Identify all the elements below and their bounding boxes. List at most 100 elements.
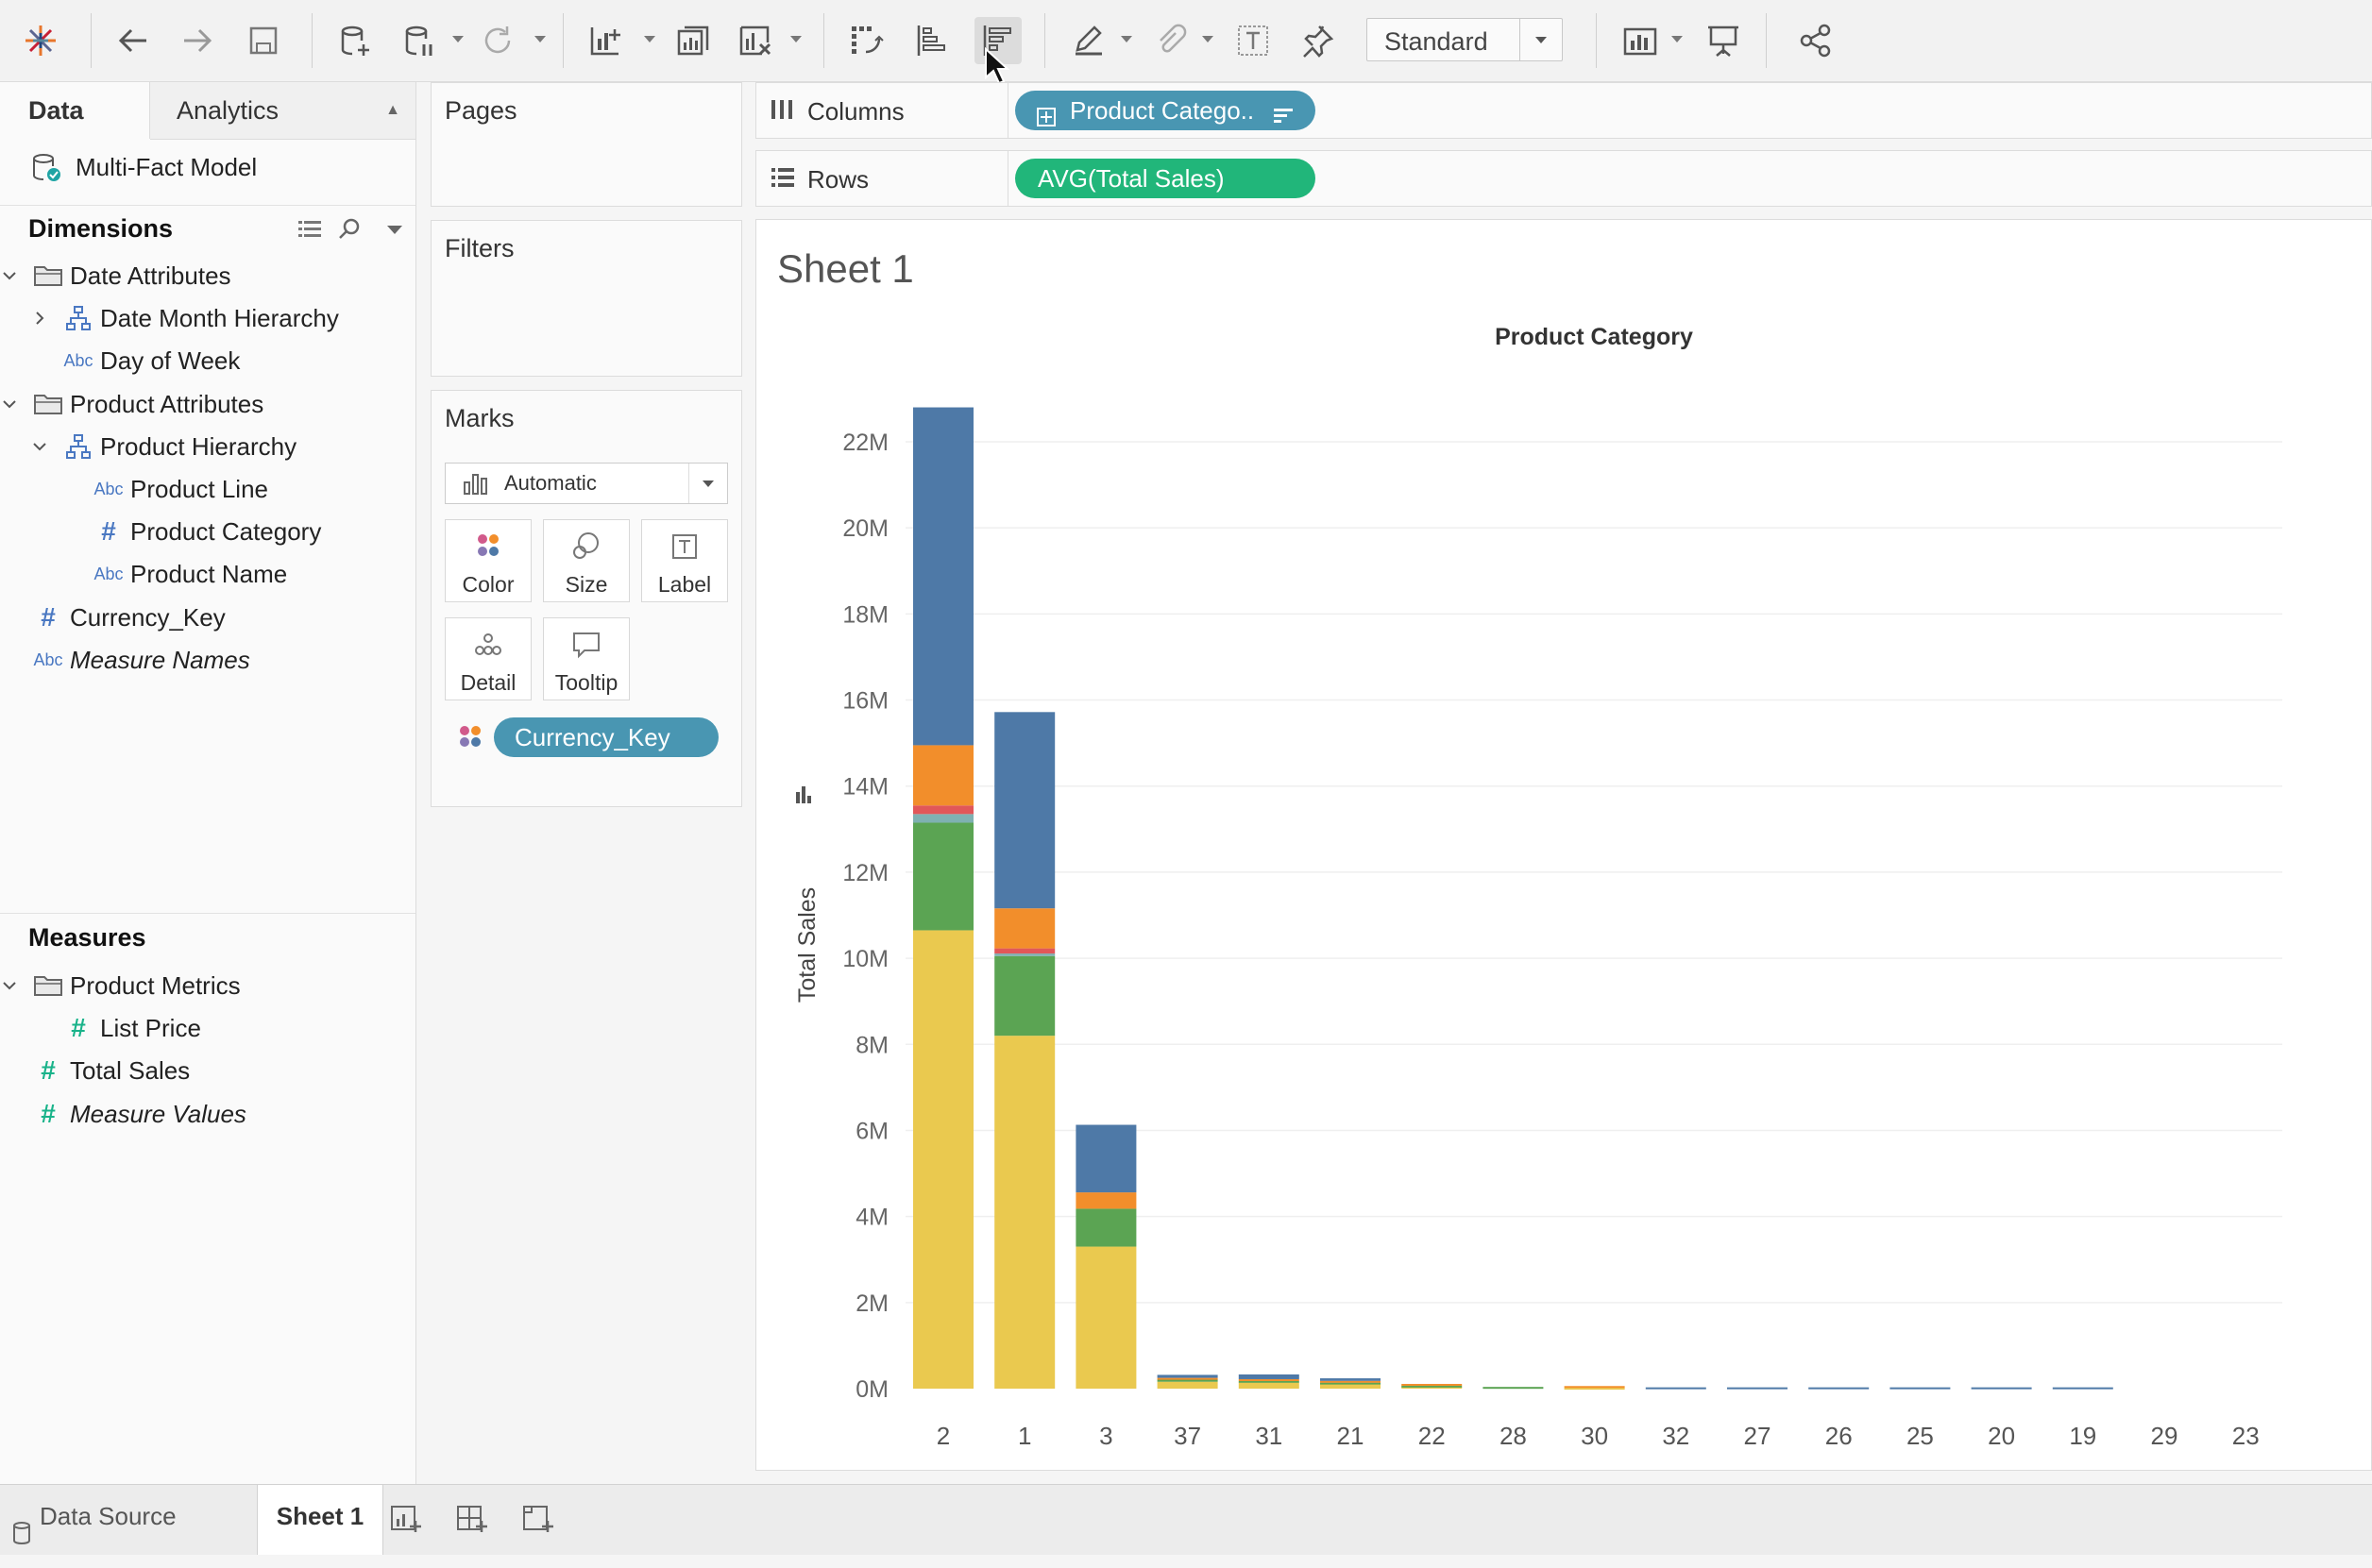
avg-total-sales-pill-label: AVG(Total Sales) (1038, 164, 1225, 193)
field-currency-key[interactable]: # Currency_Key (0, 598, 415, 637)
pin-icon[interactable] (1294, 17, 1341, 64)
field-list-price[interactable]: # List Price (0, 1008, 415, 1048)
currency-key-pill[interactable]: Currency_Key (494, 717, 719, 757)
dimensions-title: Dimensions (28, 214, 174, 243)
redo-icon[interactable] (174, 17, 221, 64)
y-tick-label: 14M (842, 774, 889, 801)
y-tick-label: 10M (842, 946, 889, 972)
x-tick-label: 2 (937, 1422, 950, 1450)
field-total-sales[interactable]: # Total Sales (0, 1051, 415, 1090)
bar-segment (994, 1036, 1056, 1389)
new-datasource-icon[interactable] (330, 17, 378, 64)
bar-segment (1482, 1387, 1544, 1390)
marks-size-button[interactable]: Size (543, 519, 630, 602)
chevron-down-icon[interactable] (0, 256, 19, 295)
bar-segment (994, 948, 1056, 954)
x-tick-label: 37 (1174, 1422, 1201, 1450)
field-measure-names[interactable]: Abc Measure Names (0, 640, 415, 680)
field-date-month-hierarchy[interactable]: Date Month Hierarchy (0, 298, 415, 338)
mark-type-select[interactable]: Automatic (445, 463, 728, 504)
bar-segment (1076, 1208, 1137, 1247)
new-worksheet-icon[interactable] (389, 1502, 423, 1541)
columns-shelf[interactable]: Columns Product Catego.. (755, 82, 2372, 139)
rows-shelf[interactable]: Rows AVG(Total Sales) (755, 150, 2372, 207)
bar-segment (994, 908, 1056, 949)
pages-title: Pages (445, 96, 517, 125)
refresh-icon[interactable] (474, 17, 521, 64)
presentation-icon[interactable] (1700, 17, 1747, 64)
sort-ascending-icon[interactable] (908, 17, 956, 64)
tab-sheet-1[interactable]: Sheet 1 (257, 1485, 383, 1555)
new-story-icon[interactable] (521, 1502, 555, 1541)
marks-label-button[interactable]: Label (641, 519, 728, 602)
x-tick-label: 23 (2232, 1422, 2260, 1450)
tab-data-source[interactable]: Data Source (0, 1485, 257, 1555)
chevron-down-icon[interactable] (30, 427, 49, 466)
save-icon[interactable] (240, 17, 287, 64)
x-tick-label: 1 (1018, 1422, 1031, 1450)
axis-sort-icon (796, 786, 811, 803)
view-mode-select[interactable]: Standard (1366, 18, 1563, 61)
highlight-icon[interactable] (1065, 17, 1112, 64)
pane-menu-icon[interactable] (381, 216, 408, 247)
chevron-down-icon[interactable] (0, 384, 19, 424)
new-dashboard-icon[interactable] (455, 1502, 489, 1541)
field-product-line[interactable]: Abc Product Line (0, 469, 415, 509)
bar-segment (1238, 1382, 1299, 1389)
search-icon[interactable] (336, 216, 363, 247)
tab-data[interactable]: Data (0, 82, 150, 139)
x-tick-label: 19 (2069, 1422, 2096, 1450)
chevron-down-icon (688, 464, 727, 503)
bar-chart[interactable]: Product Category 0M 2M 4M 6M 8M 10M 12M 14M 16M 18… (756, 220, 2371, 1470)
abc-type-icon: Abc (93, 480, 124, 498)
field-day-of-week[interactable]: Abc Day of Week (0, 341, 415, 380)
bar-segment (1238, 1374, 1299, 1379)
field-product-hierarchy[interactable]: Product Hierarchy (0, 427, 415, 466)
x-tick-label: 21 (1337, 1422, 1364, 1450)
show-me-icon[interactable] (1617, 17, 1664, 64)
field-product-attributes[interactable]: Product Attributes (0, 384, 415, 424)
data-pane: Data Analytics ▲ Multi-Fact Model Dimens… (0, 82, 416, 1484)
color-encoding-icon (456, 722, 484, 755)
x-tick-label: 20 (1988, 1422, 2015, 1450)
duplicate-sheet-icon[interactable] (669, 17, 716, 64)
abc-type-icon: Abc (63, 351, 93, 371)
clear-sheet-icon[interactable] (731, 17, 778, 64)
group-icon[interactable] (1146, 17, 1194, 64)
viz-canvas[interactable]: Sheet 1 Product Category 0M 2M 4M 6M 8M 10M 12M… (755, 219, 2372, 1471)
tooltip-icon (544, 628, 629, 662)
field-label: Day of Week (100, 346, 241, 376)
list-view-icon[interactable] (296, 216, 323, 247)
field-product-category[interactable]: # Product Category (0, 512, 415, 551)
marks-color-button[interactable]: Color (445, 519, 532, 602)
bar-segment (1971, 1387, 2032, 1390)
marks-detail-button[interactable]: Detail (445, 617, 532, 700)
share-icon[interactable] (1792, 17, 1839, 64)
product-category-pill[interactable]: Product Catego.. (1015, 91, 1315, 130)
chevron-down-icon[interactable] (0, 966, 19, 1005)
database-check-icon (30, 147, 62, 187)
field-label: Date Month Hierarchy (100, 304, 339, 333)
pages-card[interactable]: Pages (431, 82, 742, 207)
tableau-logo-icon[interactable] (17, 17, 64, 64)
number-type-icon: # (41, 1055, 56, 1086)
spinner-arrows-icon: ▲ (385, 102, 400, 118)
swap-axes-icon[interactable] (842, 17, 890, 64)
field-product-name[interactable]: Abc Product Name (0, 554, 415, 594)
new-worksheet-icon[interactable] (582, 17, 629, 64)
avg-total-sales-pill[interactable]: AVG(Total Sales) (1015, 159, 1315, 198)
marks-tooltip-button[interactable]: Tooltip (543, 617, 630, 700)
show-labels-icon[interactable] (1229, 17, 1277, 64)
tab-analytics[interactable]: Analytics ▲ (150, 82, 415, 140)
field-measure-values[interactable]: # Measure Values (0, 1094, 415, 1134)
chevron-right-icon[interactable] (30, 298, 49, 338)
pause-updates-icon[interactable] (395, 17, 442, 64)
field-date-attributes[interactable]: Date Attributes (0, 256, 415, 295)
bar-segment (913, 805, 974, 815)
filters-card[interactable]: Filters (431, 220, 742, 377)
bar-segment (1320, 1383, 1381, 1389)
undo-icon[interactable] (110, 17, 157, 64)
x-tick-label: 3 (1099, 1422, 1112, 1450)
field-product-metrics[interactable]: Product Metrics (0, 966, 415, 1005)
field-label: Measure Values (70, 1099, 246, 1128)
